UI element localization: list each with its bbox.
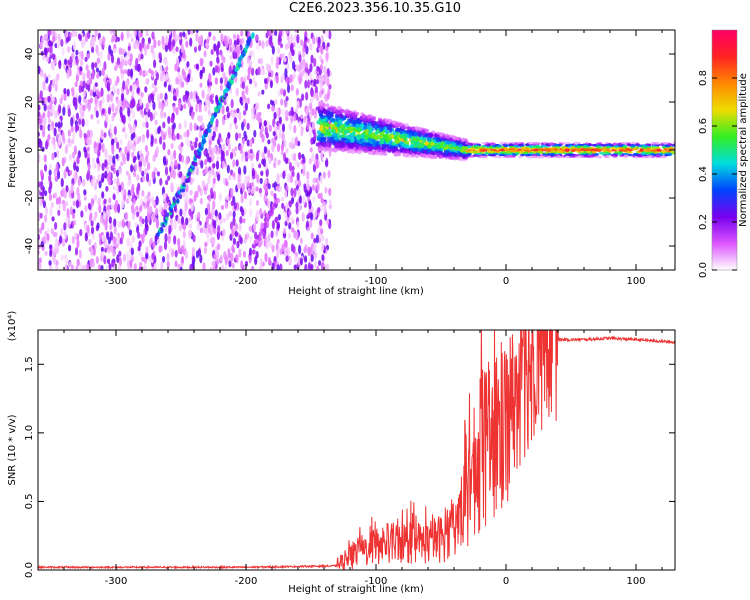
snr-xlabel: Height of straight line (km) <box>288 584 424 595</box>
colorbar-tick-label: 0.6 <box>698 118 709 134</box>
x-tick-label: -300 <box>105 276 128 287</box>
spectrogram-image <box>38 30 675 270</box>
colorbar-tick-label: 0.2 <box>698 214 709 230</box>
snr-ylabel: SNR (10 * v/v) <box>7 414 18 485</box>
colorbar-gradient <box>711 29 738 271</box>
x-tick-label: -200 <box>235 276 258 287</box>
y-tick-label: 0.0 <box>24 562 35 578</box>
y-tick-label: 20 <box>24 96 35 109</box>
y-tick-label: 1.0 <box>24 425 35 441</box>
x-tick-label: -200 <box>235 576 258 587</box>
colorbar-tick-label: 0.0 <box>698 262 709 278</box>
colorbar-ticks: 0.0 0.2 0.4 0.6 0.8 <box>698 70 737 278</box>
y-tick-label: 1.5 <box>24 356 35 372</box>
y-tick-label: -20 <box>24 190 35 206</box>
chart-title: C2E6.2023.356.10.35.G10 <box>288 1 462 16</box>
x-tick-label: 0 <box>503 276 509 287</box>
x-tick-label: -100 <box>365 276 388 287</box>
colorbar-label: Normalized spectral amplitude <box>738 73 749 227</box>
snr-panel: -300 -200 -100 0 100 0.0 0.5 1.0 1.5 Height of s… <box>7 311 676 595</box>
x-tick-label: 0 <box>503 576 509 587</box>
y-tick-label: 0 <box>24 147 35 153</box>
snr-line <box>38 330 675 570</box>
x-tick-label: 100 <box>626 576 645 587</box>
snr-frame <box>37 329 676 571</box>
snr-ticks: -300 -200 -100 0 100 0.0 0.5 1.0 1.5 <box>24 330 675 587</box>
x-tick-label: -300 <box>105 576 128 587</box>
y-tick-label: 0.5 <box>24 493 35 509</box>
colorbar-tick-label: 0.4 <box>698 166 709 182</box>
colorbar-tick-label: 0.8 <box>698 70 709 86</box>
colorbar: 0.0 0.2 0.4 0.6 0.8 Normalized spectral ampl… <box>698 29 749 278</box>
y-tick-label: 40 <box>24 48 35 61</box>
spectrogram-xlabel: Height of straight line (km) <box>288 286 424 297</box>
snr-multiplier: (x10⁴) <box>7 311 18 342</box>
snr-plot-area <box>38 330 675 570</box>
x-tick-label: -100 <box>365 576 388 587</box>
y-tick-label: -40 <box>24 238 35 254</box>
x-tick-label: 100 <box>626 276 645 287</box>
spectrogram-ylabel: Frequency (Hz) <box>7 112 18 188</box>
